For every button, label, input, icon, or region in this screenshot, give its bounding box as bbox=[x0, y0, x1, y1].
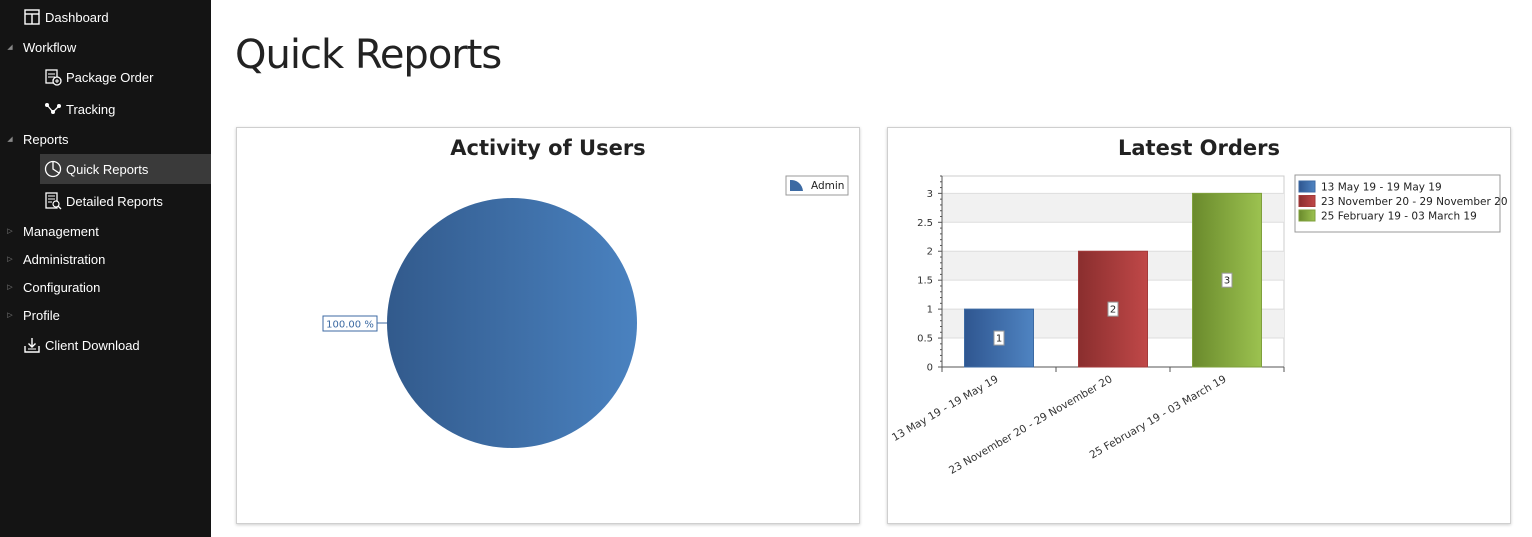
x-tick-label: 13 May 19 - 19 May 19 bbox=[890, 373, 1001, 444]
legend-label: 13 May 19 - 19 May 19 bbox=[1321, 182, 1442, 194]
pie-legend-label: Admin bbox=[811, 180, 844, 192]
sidebar-item-label: Package Order bbox=[66, 69, 154, 85]
sidebar-item-label: Workflow bbox=[23, 39, 77, 55]
sidebar-item-dashboard[interactable]: Dashboard bbox=[22, 2, 109, 32]
sidebar-item-label: Client Download bbox=[45, 337, 140, 353]
sidebar-item-quick-reports[interactable]: Quick Reports bbox=[40, 154, 211, 184]
collapse-arrow-icon: ▷ bbox=[7, 284, 13, 291]
bar-legend: 13 May 19 - 19 May 19 23 November 20 - 29… bbox=[1294, 174, 1508, 233]
bar-value-label-box bbox=[1221, 272, 1233, 288]
y-tick-label: 2.5 bbox=[917, 218, 933, 229]
sidebar-item-label: Quick Reports bbox=[66, 161, 149, 177]
y-tick-label: 0 bbox=[927, 363, 933, 374]
collapse-arrow-icon: ▷ bbox=[7, 256, 13, 263]
legend-swatch bbox=[1298, 195, 1316, 207]
pie-slice-admin bbox=[387, 198, 637, 448]
sidebar-item-label: Dashboard bbox=[45, 9, 109, 25]
sidebar-item-reports[interactable]: ◢ Reports bbox=[0, 124, 69, 154]
y-tick-label: 3 bbox=[927, 189, 933, 200]
tracking-icon bbox=[43, 99, 63, 119]
collapse-arrow-icon: ▷ bbox=[7, 312, 13, 319]
collapse-arrow-icon: ▷ bbox=[7, 228, 13, 235]
y-tick-label: 0.5 bbox=[917, 334, 933, 345]
sidebar-item-tracking[interactable]: Tracking bbox=[40, 94, 211, 124]
pie-value-label: 100.00 % bbox=[326, 320, 374, 331]
download-icon bbox=[22, 335, 42, 355]
sidebar-item-label: Management bbox=[23, 223, 99, 239]
legend-box bbox=[1294, 174, 1501, 233]
bar-value-label-box bbox=[993, 330, 1005, 346]
legend-label: 25 February 19 - 03 March 19 bbox=[1321, 211, 1477, 223]
bar-chart: 0 0.5 1 1.5 2 2.5 3 13 May 19 - 19 May 19 23 Nov… bbox=[890, 174, 1508, 477]
bar-value-label-box bbox=[1107, 301, 1119, 317]
bar-value-label: 3 bbox=[1224, 276, 1230, 287]
sidebar-item-label: Configuration bbox=[23, 279, 101, 295]
legend-swatch bbox=[1298, 180, 1316, 193]
sidebar-item-label: Profile bbox=[23, 307, 60, 323]
sidebar-item-detailed-reports[interactable]: Detailed Reports bbox=[40, 186, 211, 216]
expand-arrow-icon: ◢ bbox=[7, 44, 13, 51]
pie-legend-swatch-icon bbox=[790, 179, 803, 191]
sidebar-item-workflow[interactable]: ◢ Workflow bbox=[0, 32, 76, 62]
sidebar-item-package-order[interactable]: Package Order bbox=[40, 62, 211, 92]
sidebar-item-administration[interactable]: ▷ Administration bbox=[0, 244, 105, 274]
legend-swatch bbox=[1298, 209, 1316, 222]
chart-title: Activity of Users bbox=[450, 136, 646, 160]
y-tick-label: 1 bbox=[927, 305, 933, 316]
pie-chart-icon bbox=[43, 159, 63, 179]
bar-value-label: 2 bbox=[1110, 305, 1116, 316]
expand-arrow-icon: ◢ bbox=[7, 136, 13, 143]
sidebar-item-configuration[interactable]: ▷ Configuration bbox=[0, 272, 100, 302]
chart-bars: 1 2 3 bbox=[964, 192, 1262, 368]
sidebar-item-label: Reports bbox=[23, 131, 69, 147]
pie-chart: 100.00 % Admin bbox=[322, 175, 849, 448]
sidebar-item-label: Tracking bbox=[66, 101, 116, 117]
detailed-report-icon bbox=[43, 191, 63, 211]
activity-of-users-panel: Activity of Users 100.00 % Admin bbox=[236, 127, 860, 524]
pie-label-box bbox=[322, 315, 378, 332]
chart-title: Latest Orders bbox=[1117, 136, 1281, 160]
page-title: Quick Reports bbox=[235, 32, 502, 78]
dashboard-icon bbox=[22, 7, 42, 27]
latest-orders-panel: Latest Orders 0 0.5 1 1.5 2 2.5 3 13 May 19 - 1… bbox=[887, 127, 1511, 524]
package-order-icon bbox=[43, 67, 63, 87]
sidebar-item-client-download[interactable]: Client Download bbox=[22, 330, 140, 360]
legend-label: 23 November 20 - 29 November 20 bbox=[1321, 196, 1508, 208]
sidebar-item-management[interactable]: ▷ Management bbox=[0, 216, 99, 246]
y-tick-label: 1.5 bbox=[917, 276, 933, 287]
sidebar-item-label: Administration bbox=[23, 251, 106, 267]
main-content: Quick Reports Activity of Users 100.00 %… bbox=[211, 0, 1532, 537]
bar-value-label: 1 bbox=[996, 334, 1002, 345]
sidebar-item-label: Detailed Reports bbox=[66, 193, 163, 209]
sidebar-item-profile[interactable]: ▷ Profile bbox=[0, 300, 60, 330]
sidebar: Dashboard ◢ Workflow Package Order Track… bbox=[0, 0, 211, 537]
y-tick-label: 2 bbox=[927, 247, 933, 258]
